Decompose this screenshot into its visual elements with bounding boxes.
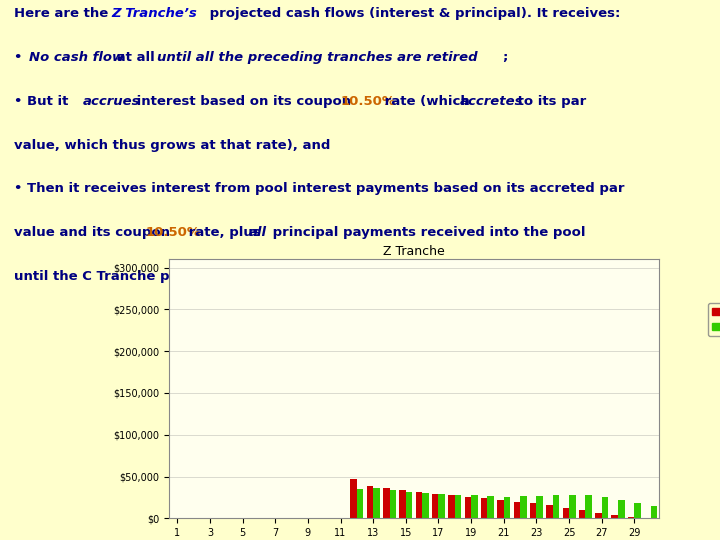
Text: • Then it receives interest from pool interest payments based on its accreted pa: • Then it receives interest from pool in… xyxy=(14,183,625,195)
Bar xyxy=(487,496,494,518)
Bar xyxy=(504,497,510,518)
Bar xyxy=(357,489,364,518)
Text: projected cash flows (interest & principal). It receives:: projected cash flows (interest & princip… xyxy=(205,7,621,21)
Bar xyxy=(400,490,406,518)
Bar xyxy=(432,494,438,518)
Text: principal payments received into the pool: principal payments received into the poo… xyxy=(268,226,585,239)
Bar xyxy=(562,508,569,518)
Bar xyxy=(449,495,455,518)
Bar xyxy=(634,503,641,518)
Text: •: • xyxy=(14,51,27,64)
Bar xyxy=(595,512,602,518)
Text: until the C Tranche par value is retired.: until the C Tranche par value is retired… xyxy=(14,269,310,283)
Text: 10.50%: 10.50% xyxy=(341,95,395,108)
Bar xyxy=(422,494,428,518)
Text: interest based on its coupon: interest based on its coupon xyxy=(132,95,356,108)
Bar xyxy=(406,491,413,518)
Text: rate (which: rate (which xyxy=(380,95,474,108)
Text: value, which thus grows at that rate), and: value, which thus grows at that rate), a… xyxy=(14,138,330,152)
Text: Z Tranche’s: Z Tranche’s xyxy=(112,7,197,21)
Bar xyxy=(536,496,543,518)
Bar xyxy=(351,479,357,518)
Bar xyxy=(481,498,487,518)
Title: Z Tranche: Z Tranche xyxy=(383,245,445,258)
Text: to its par: to its par xyxy=(513,95,587,108)
Bar xyxy=(618,500,624,518)
Legend: Int, Prin: Int, Prin xyxy=(708,303,720,335)
Text: Here are the: Here are the xyxy=(14,7,113,21)
Bar xyxy=(383,488,390,518)
Bar xyxy=(415,492,422,518)
Bar xyxy=(464,497,471,518)
Bar xyxy=(471,495,477,518)
Text: accretes: accretes xyxy=(459,95,523,108)
Text: accrues: accrues xyxy=(83,95,140,108)
Text: value and its coupon: value and its coupon xyxy=(14,226,175,239)
Text: No cash flow: No cash flow xyxy=(29,51,124,64)
Bar xyxy=(513,502,520,518)
Bar xyxy=(546,505,553,518)
Text: • But it: • But it xyxy=(14,95,73,108)
Bar xyxy=(628,517,634,518)
Bar xyxy=(498,500,504,518)
Bar xyxy=(611,515,618,518)
Bar xyxy=(569,495,575,518)
Text: until all the preceding tranches are retired: until all the preceding tranches are ret… xyxy=(157,51,477,64)
Text: at all: at all xyxy=(112,51,159,64)
Text: ;: ; xyxy=(503,51,508,64)
Bar xyxy=(455,495,462,518)
Bar xyxy=(390,490,396,518)
Bar xyxy=(602,497,608,518)
Bar xyxy=(579,510,585,518)
Bar xyxy=(438,494,445,518)
Bar xyxy=(366,486,373,518)
Bar xyxy=(553,495,559,518)
Bar xyxy=(585,495,592,518)
Text: 10.50%: 10.50% xyxy=(145,226,200,239)
Text: all: all xyxy=(248,226,266,239)
Bar xyxy=(520,496,526,518)
Bar xyxy=(530,503,536,518)
Bar xyxy=(651,506,657,518)
Bar xyxy=(373,488,379,518)
Text: rate, plus: rate, plus xyxy=(184,226,266,239)
